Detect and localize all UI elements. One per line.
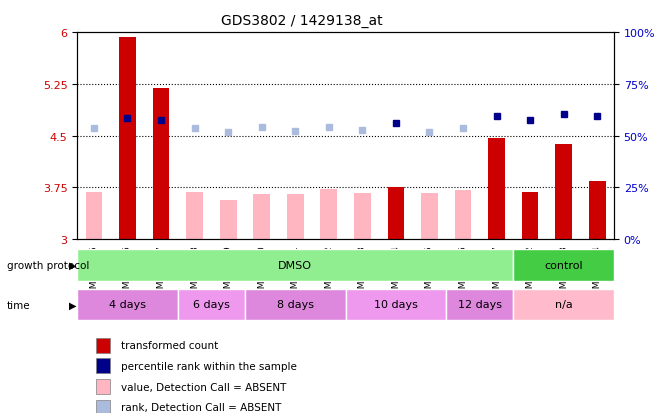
Bar	[153, 89, 170, 240]
Bar	[220, 200, 237, 240]
Bar	[178, 289, 245, 320]
Bar	[522, 192, 539, 240]
Text: 6 days: 6 days	[193, 299, 229, 310]
Bar	[96, 358, 110, 373]
Text: time: time	[7, 300, 30, 310]
Bar	[254, 194, 270, 240]
Bar	[96, 338, 110, 353]
Text: ▶: ▶	[68, 260, 76, 270]
Text: percentile rank within the sample: percentile rank within the sample	[121, 361, 297, 371]
Text: n/a: n/a	[555, 299, 572, 310]
Bar	[96, 379, 110, 394]
Text: 4 days: 4 days	[109, 299, 146, 310]
Bar	[96, 400, 110, 413]
Text: 12 days: 12 days	[458, 299, 502, 310]
Bar	[388, 187, 405, 240]
Bar	[346, 289, 446, 320]
Bar	[287, 195, 304, 240]
Text: 10 days: 10 days	[374, 299, 418, 310]
Text: transformed count: transformed count	[121, 340, 219, 350]
Bar	[77, 289, 178, 320]
Text: 8 days: 8 days	[276, 299, 314, 310]
Text: DMSO: DMSO	[278, 260, 312, 271]
Text: value, Detection Call = ABSENT: value, Detection Call = ABSENT	[121, 382, 287, 392]
Bar	[589, 182, 606, 240]
Text: ▶: ▶	[68, 300, 76, 310]
Bar	[513, 289, 614, 320]
Text: rank, Detection Call = ABSENT: rank, Detection Call = ABSENT	[121, 402, 282, 412]
Bar	[354, 193, 371, 240]
Bar	[446, 289, 513, 320]
Text: growth protocol: growth protocol	[7, 260, 89, 270]
Text: GDS3802 / 1429138_at: GDS3802 / 1429138_at	[221, 14, 382, 28]
Text: control: control	[544, 260, 583, 271]
Bar	[187, 192, 203, 240]
Bar	[86, 192, 103, 240]
Bar	[77, 250, 513, 281]
Bar	[421, 193, 438, 240]
Bar	[119, 38, 136, 240]
Bar	[513, 250, 614, 281]
Bar	[488, 139, 505, 240]
Bar	[556, 145, 572, 240]
Bar	[245, 289, 346, 320]
Bar	[455, 191, 472, 240]
Bar	[321, 190, 338, 240]
